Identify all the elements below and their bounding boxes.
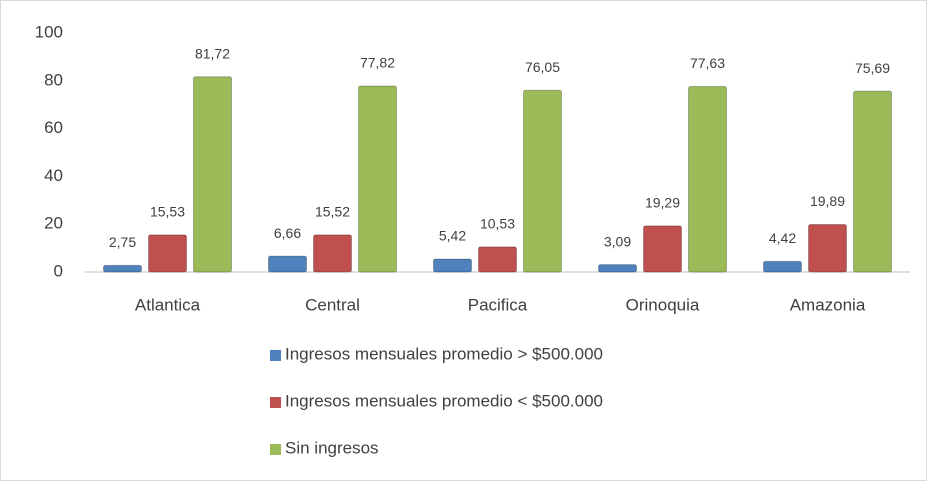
bar [688, 85, 727, 273]
legend-swatch [270, 350, 281, 361]
bar [193, 76, 232, 273]
bar [643, 225, 682, 273]
bar [523, 89, 562, 273]
value-label: 81,72 [195, 45, 230, 61]
bar [808, 223, 847, 273]
bar [433, 258, 472, 273]
legend-label: Ingresos mensuales promedio < $500.000 [285, 391, 603, 410]
value-label: 5,42 [439, 228, 466, 244]
legend-swatch [270, 397, 281, 408]
y-tick-label: 100 [35, 22, 63, 41]
legend-label: Ingresos mensuales promedio > $500.000 [285, 344, 603, 363]
value-label: 2,75 [109, 234, 136, 250]
value-label: 77,63 [690, 55, 725, 71]
bar [148, 234, 187, 273]
x-tick-label: Orinoquia [626, 295, 700, 314]
value-label: 4,42 [769, 230, 796, 246]
value-label: 19,29 [645, 195, 680, 211]
value-label: 75,69 [855, 60, 890, 76]
y-tick-label: 40 [44, 166, 63, 185]
value-label: 15,52 [315, 204, 350, 220]
bar [358, 85, 397, 273]
x-tick-label: Pacifica [468, 295, 528, 314]
y-tick-label: 60 [44, 118, 63, 137]
x-tick-label: Atlantica [135, 295, 201, 314]
y-tick-label: 0 [54, 261, 63, 280]
bar [478, 246, 517, 273]
x-tick-label: Amazonia [790, 295, 866, 314]
value-label: 77,82 [360, 55, 395, 71]
value-label: 3,09 [604, 233, 631, 249]
x-tick-label: Central [305, 295, 360, 314]
legend-label: Sin ingresos [285, 438, 379, 457]
y-tick-label: 80 [44, 70, 63, 89]
bar [268, 255, 307, 273]
bar [853, 90, 892, 273]
bar [598, 264, 637, 273]
value-label: 76,05 [525, 59, 560, 75]
bar [763, 260, 802, 273]
value-label: 6,66 [274, 225, 301, 241]
bar [313, 234, 352, 273]
legend-swatch [270, 444, 281, 455]
y-tick-label: 20 [44, 214, 63, 233]
bar [103, 264, 142, 273]
value-label: 19,89 [810, 193, 845, 209]
value-label: 15,53 [150, 204, 185, 220]
value-label: 10,53 [480, 216, 515, 232]
